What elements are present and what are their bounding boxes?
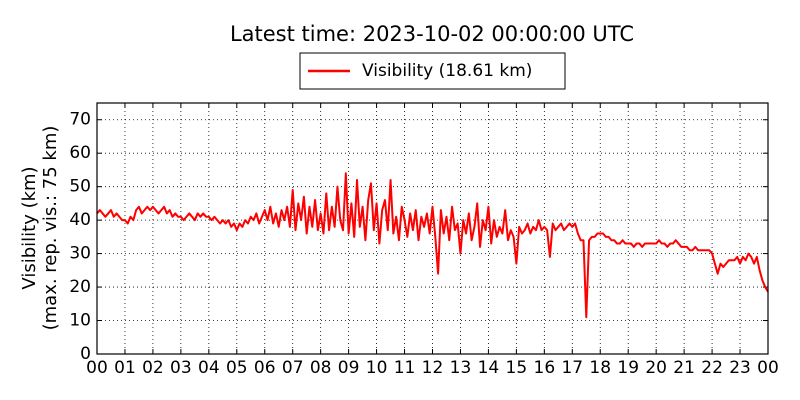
x-tick-label: 16 <box>534 358 556 378</box>
x-tick-label: 10 <box>366 358 388 378</box>
x-tick-label: 15 <box>506 358 528 378</box>
x-tick-label: 03 <box>170 358 192 378</box>
y-tick-label: 20 <box>69 277 91 297</box>
x-tick-label: 02 <box>142 358 164 378</box>
y-tick-label: 40 <box>69 210 91 230</box>
legend-label: Visibility (18.61 km) <box>362 61 532 81</box>
x-tick-label: 17 <box>561 358 583 378</box>
x-tick-label: 04 <box>198 358 220 378</box>
x-tick-label: 06 <box>254 358 276 378</box>
x-tick-label: 21 <box>673 358 695 378</box>
x-tick-label: 19 <box>617 358 639 378</box>
x-tick-label: 08 <box>310 358 332 378</box>
x-tick-label: 23 <box>729 358 751 378</box>
x-tick-label: 07 <box>282 358 304 378</box>
x-tick-label: 00 <box>757 358 779 378</box>
y-tick-label: 60 <box>69 143 91 163</box>
x-tick-label: 12 <box>422 358 444 378</box>
x-tick-label: 22 <box>701 358 723 378</box>
x-tick-label: 20 <box>645 358 667 378</box>
x-tick-label: 09 <box>338 358 360 378</box>
x-tick-label: 11 <box>394 358 416 378</box>
x-tick-label: 18 <box>589 358 611 378</box>
y-tick-label: 10 <box>69 311 91 331</box>
y-tick-label: 70 <box>69 110 91 130</box>
y-tick-label: 50 <box>69 177 91 197</box>
plot-frame <box>96 102 769 355</box>
x-tick-label: 13 <box>450 358 472 378</box>
x-tick-label: 01 <box>114 358 136 378</box>
x-tick-label: 14 <box>478 358 500 378</box>
y-axis-label: Visibility (km) <box>19 166 40 289</box>
x-tick-label: 00 <box>86 358 108 378</box>
chart-title: Latest time: 2023-10-02 00:00:00 UTC <box>230 22 634 46</box>
y-tick-label: 30 <box>69 244 91 264</box>
x-tick-label: 05 <box>226 358 248 378</box>
data-line <box>96 172 769 319</box>
y-axis-label: (max. rep. vis.: 75 km) <box>40 126 61 331</box>
y-tick-label: 0 <box>80 344 91 364</box>
